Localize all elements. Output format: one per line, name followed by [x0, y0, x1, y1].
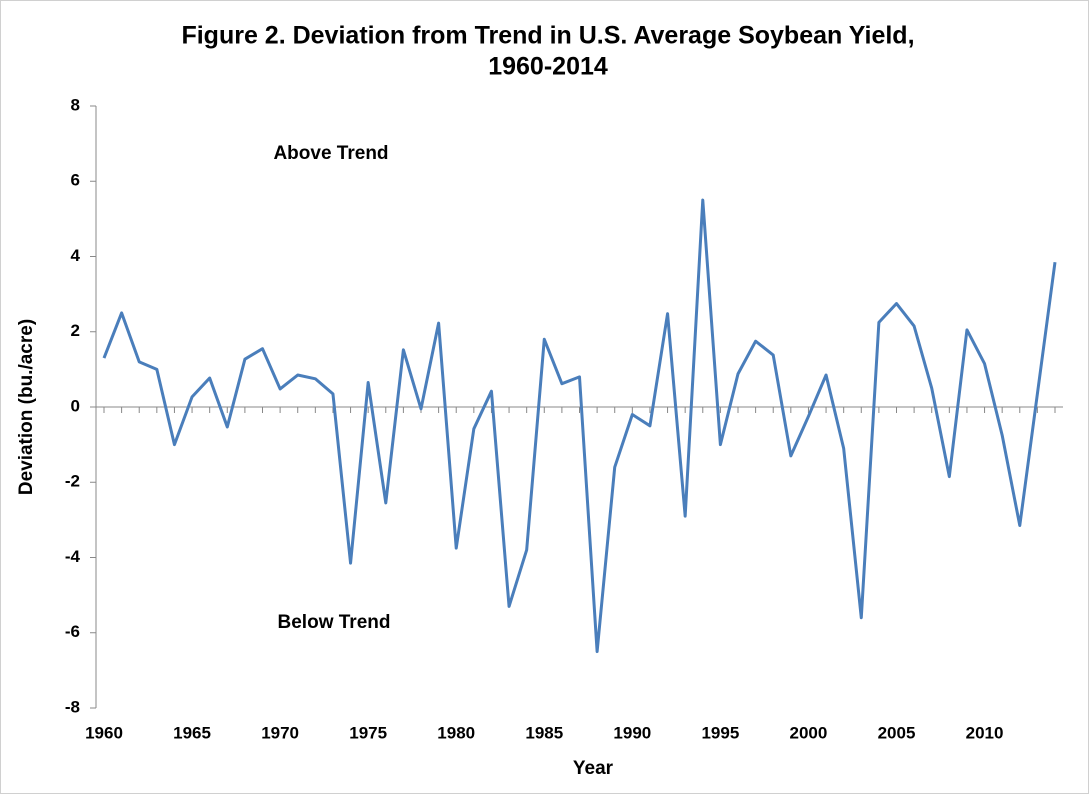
x-tick-label: 1960: [85, 723, 123, 742]
y-tick-label: 6: [71, 171, 80, 190]
y-tick-label: -6: [65, 622, 80, 641]
y-tick-label: 4: [71, 246, 81, 265]
x-tick-label: 1990: [613, 723, 651, 742]
x-tick-label: 1975: [349, 723, 387, 742]
x-tick-label: 1965: [173, 723, 211, 742]
x-tick-label: 1995: [701, 723, 739, 742]
annotation: Below Trend: [278, 612, 391, 633]
x-tick-label: 2000: [790, 723, 828, 742]
y-axis-label: Deviation (bu./acre): [16, 319, 37, 495]
y-tick-label: 0: [71, 396, 80, 415]
annotation: Above Trend: [273, 143, 388, 164]
chart-title: Figure 2. Deviation from Trend in U.S. A…: [181, 22, 914, 50]
y-tick-label: -4: [65, 547, 81, 566]
x-tick-label: 2010: [966, 723, 1004, 742]
y-tick-label: 2: [71, 321, 80, 340]
x-tick-label: 2005: [878, 723, 916, 742]
x-axis-label: Year: [573, 758, 614, 779]
y-tick-label: -8: [65, 697, 80, 716]
y-tick-label: -2: [65, 472, 80, 491]
x-tick-label: 1985: [525, 723, 563, 742]
x-tick-label: 1970: [261, 723, 299, 742]
chart-title: 1960-2014: [488, 53, 608, 81]
x-tick-label: 1980: [437, 723, 475, 742]
y-tick-label: 8: [71, 95, 80, 114]
data-line: [102, 198, 1057, 654]
